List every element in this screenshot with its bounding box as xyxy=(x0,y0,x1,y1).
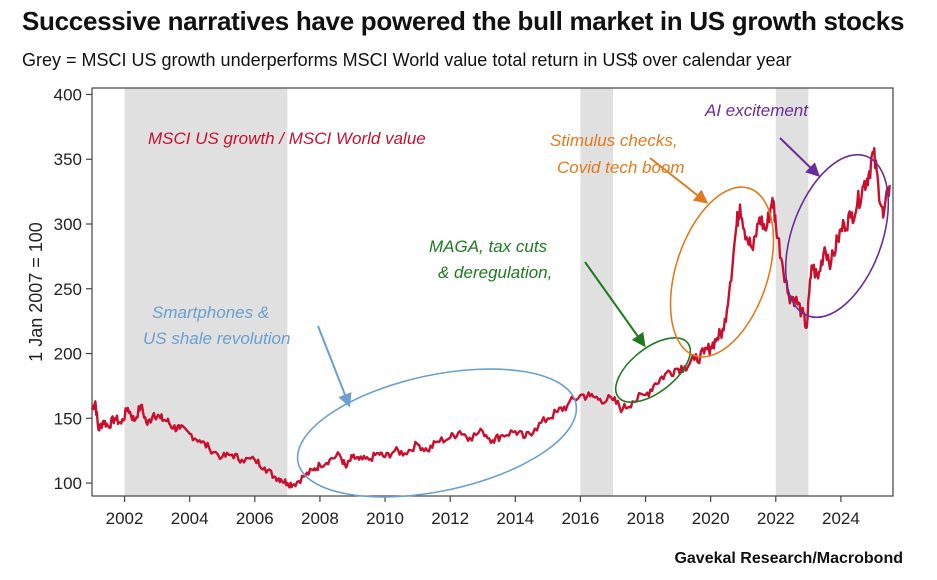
y-tick-label-350: 350 xyxy=(54,150,82,169)
annotation-stimulus-line1: Stimulus checks, xyxy=(550,131,678,150)
annotation-smartphones-line1: Smartphones & xyxy=(152,303,269,322)
annotation-series-label: MSCI US growth / MSCI World value xyxy=(148,129,426,148)
annotation-ellipse-maga xyxy=(614,337,692,403)
x-tick-label-2014: 2014 xyxy=(496,509,534,528)
annotation-ellipse-smartphones xyxy=(296,368,578,498)
x-tick-label-2010: 2010 xyxy=(366,509,404,528)
chart-subtitle: Grey = MSCI US growth underperforms MSCI… xyxy=(22,50,792,70)
annotation-ellipse-stimulus xyxy=(669,186,775,358)
annotation-smartphones-line2: US shale revolution xyxy=(143,329,290,348)
y-tick-label-400: 400 xyxy=(54,85,82,104)
annotations-group: MSCI US growth / MSCI World value Smartph… xyxy=(143,101,890,498)
x-tick-label-2024: 2024 xyxy=(822,509,860,528)
annotation-arrow-smartphones xyxy=(317,325,352,408)
x-tick-label-2002: 2002 xyxy=(106,509,144,528)
x-tick-label-2016: 2016 xyxy=(562,509,600,528)
chart-title: Successive narratives have powered the b… xyxy=(22,6,905,36)
series-line-growth-vs-value xyxy=(90,147,891,489)
y-axis-ticks: 100 150 200 250 300 350 400 xyxy=(54,85,92,493)
y-axis-label: 1 Jan 2007 = 100 xyxy=(26,222,46,362)
y-tick-label-250: 250 xyxy=(54,280,82,299)
annotation-arrow-stimulus xyxy=(649,157,709,204)
x-tick-label-2012: 2012 xyxy=(431,509,469,528)
y-tick-label-300: 300 xyxy=(54,215,82,234)
x-tick-label-2006: 2006 xyxy=(236,509,274,528)
annotation-ai-excitement: AI excitement xyxy=(704,101,809,120)
x-tick-label-2008: 2008 xyxy=(301,509,339,528)
shaded-period-2022-2023 xyxy=(775,88,809,496)
annotation-maga-line1: MAGA, tax cuts xyxy=(429,237,548,256)
plot-frame xyxy=(91,87,894,497)
annotation-arrow-maga xyxy=(584,261,646,348)
annotation-stimulus-line2: Covid tech boom xyxy=(557,158,685,177)
x-tick-label-2004: 2004 xyxy=(171,509,209,528)
y-tick-label-100: 100 xyxy=(54,474,82,493)
annotation-ellipse-ai xyxy=(784,153,890,319)
x-tick-label-2018: 2018 xyxy=(627,509,665,528)
y-tick-label-200: 200 xyxy=(54,345,82,364)
shaded-period-2002-2007 xyxy=(124,88,288,496)
source-credit: Gavekal Research/Macrobond xyxy=(674,550,903,567)
x-tick-label-2020: 2020 xyxy=(692,509,730,528)
x-axis-ticks: 2002 2004 2006 2008 2010 2012 2014 2016 2018 2020… xyxy=(106,496,860,528)
annotation-maga-line2: & deregulation, xyxy=(438,263,552,282)
x-tick-label-2022: 2022 xyxy=(757,509,795,528)
series-group xyxy=(90,147,891,489)
annotation-arrow-ai xyxy=(779,137,821,177)
y-tick-label-150: 150 xyxy=(54,409,82,428)
